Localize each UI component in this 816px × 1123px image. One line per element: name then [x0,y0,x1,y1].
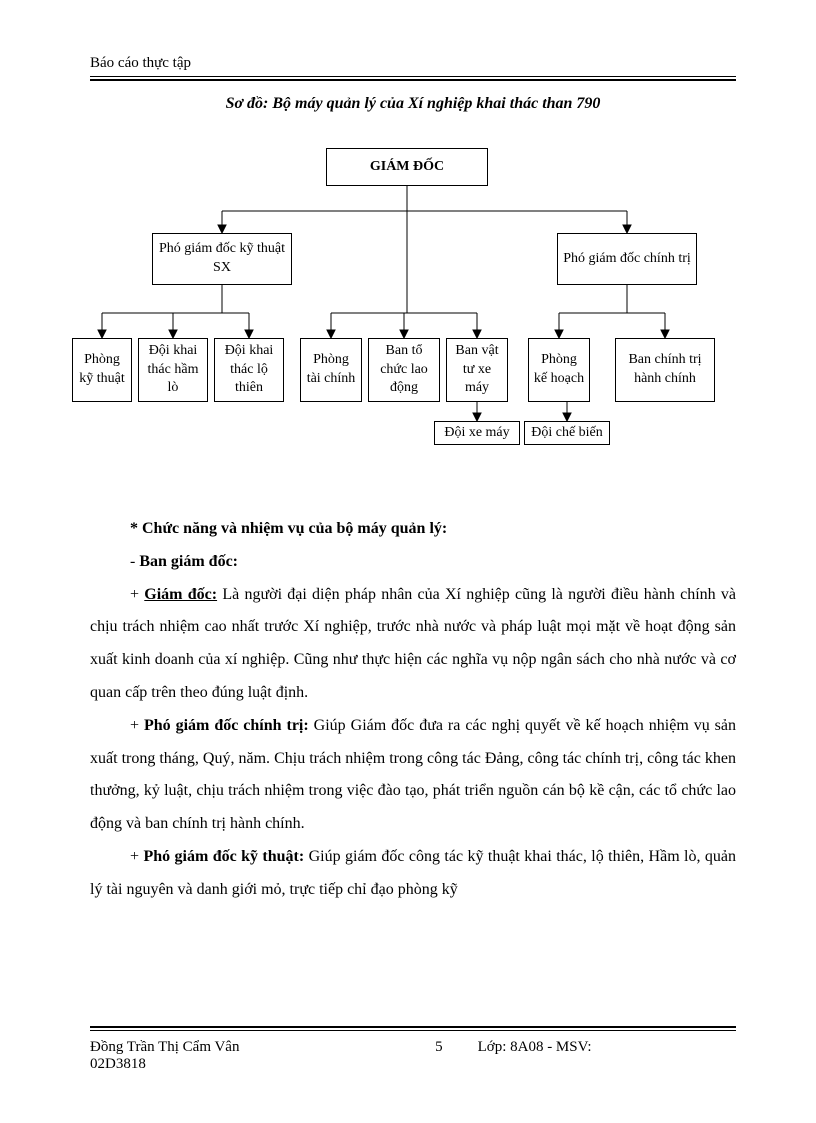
paragraph-pgd-ky-thuat: + Phó giám đốc kỹ thuật: Giúp giám đốc c… [90,841,736,907]
footer-author: Đồng Trần Thị Cẩm Vân 02D3818 [90,1039,400,1073]
node-phong-ke-hoach: Phòng kế hoạch [528,338,590,402]
paragraph-pgd-chinh-tri: + Phó giám đốc chính trị: Giúp Giám đốc … [90,710,736,841]
header-divider [90,76,736,81]
page-header-title: Báo cáo thực tập [90,55,736,76]
node-doi-xe-may: Đội xe máy [434,421,520,445]
page-footer: Đồng Trần Thị Cẩm Vân 02D3818 5 Lớp: 8A0… [90,1026,736,1073]
footer-class-info: Lớp: 8A08 - MSV: [478,1039,736,1073]
node-ban-to-chuc: Ban tổ chức lao động [368,338,440,402]
node-pgd-ky-thuat: Phó giám đốc kỹ thuật SX [152,233,292,285]
node-phong-ky-thuat: Phòng kỹ thuật [72,338,132,402]
org-chart: GIÁM ĐỐC Phó giám đốc kỹ thuật SX Phó gi… [72,143,732,473]
paragraph-giam-doc: + Giám đốc: Là người đại diện pháp nhân … [90,579,736,710]
body-content: * Chức năng và nhiệm vụ của bộ máy quản … [90,513,736,907]
node-doi-ham-lo: Đội khai thác hầm lò [138,338,208,402]
node-ban-chinh-tri: Ban chính trị hành chính [615,338,715,402]
node-ban-vat-tu: Ban vật tư xe máy [446,338,508,402]
footer-divider [90,1026,736,1031]
section-heading-2: - Ban giám đốc: [90,546,736,579]
node-doi-che-bien: Đội chế biến [524,421,610,445]
node-pgd-chinh-tri: Phó giám đốc chính trị [557,233,697,285]
node-giam-doc: GIÁM ĐỐC [326,148,488,186]
node-phong-tai-chinh: Phòng tài chính [300,338,362,402]
node-doi-lo-thien: Đội khai thác lộ thiên [214,338,284,402]
footer-page-number: 5 [400,1039,478,1073]
diagram-title: Sơ đồ: Bộ máy quản lý của Xí nghiệp khai… [90,95,736,113]
org-chart-connectors [72,143,732,473]
section-heading-1: * Chức năng và nhiệm vụ của bộ máy quản … [90,513,736,546]
